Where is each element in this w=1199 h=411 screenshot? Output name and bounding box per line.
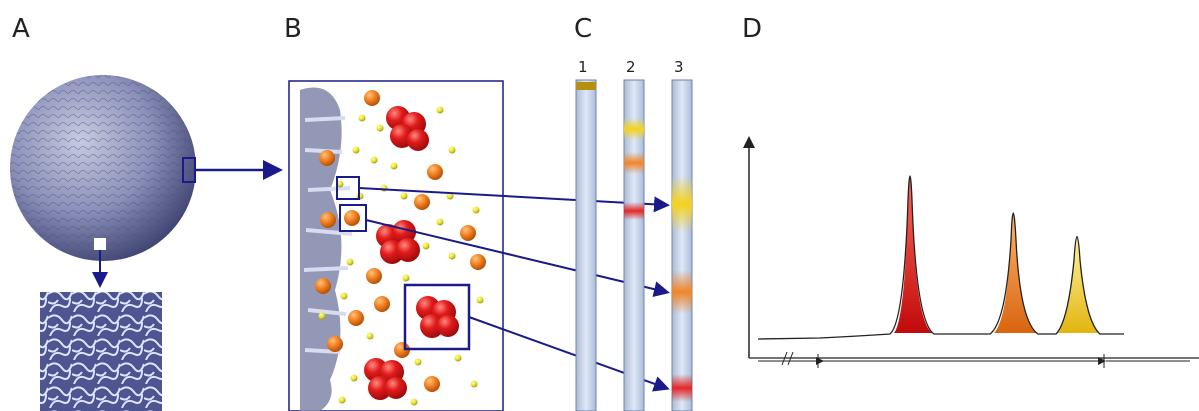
small-particle	[470, 380, 478, 388]
large-particle	[376, 220, 420, 264]
small-particle	[336, 180, 344, 188]
small-particle	[422, 242, 430, 250]
large-particle	[416, 296, 459, 338]
medium-particle	[374, 296, 390, 312]
medium-particle	[315, 278, 331, 294]
band-mixed-top	[576, 82, 596, 90]
large-particle	[364, 358, 407, 400]
peak-orange	[994, 212, 1036, 333]
small-particle	[358, 114, 366, 122]
medium-particle	[344, 210, 360, 226]
column-label-3: 3	[674, 58, 684, 76]
panel-c	[575, 79, 693, 411]
panel-label-d: D	[742, 14, 763, 44]
bead-surface-marker	[94, 238, 106, 250]
band-orange	[672, 270, 692, 314]
bead-mesh-closeup	[40, 292, 162, 411]
band-yellow	[672, 176, 692, 232]
small-particle	[436, 106, 444, 114]
column-1	[575, 79, 597, 411]
small-particle	[410, 398, 418, 406]
bead-texture	[10, 75, 196, 261]
medium-particle-highlight-box	[339, 204, 367, 232]
large-particle	[386, 106, 429, 151]
small-particle	[454, 354, 462, 362]
medium-particle	[414, 194, 430, 210]
panel-label-b: B	[284, 14, 302, 44]
small-particle	[446, 192, 454, 200]
small-particle	[476, 296, 484, 304]
pore-wall	[300, 87, 342, 411]
medium-particle	[470, 254, 486, 270]
small-particle	[390, 162, 398, 170]
medium-particle	[348, 310, 364, 326]
small-particle	[338, 396, 346, 404]
small-particle	[318, 312, 326, 320]
column-label-2: 2	[626, 58, 636, 76]
small-particle	[402, 274, 410, 282]
chromatogram-trace	[757, 175, 1124, 340]
medium-particle	[366, 268, 382, 284]
peak-red	[894, 175, 932, 333]
small-particle	[414, 358, 422, 366]
band-orange	[624, 152, 644, 174]
panel-b	[288, 80, 670, 411]
axis-break-mark	[781, 351, 794, 366]
band-red	[672, 374, 692, 402]
column-3	[671, 79, 693, 411]
band-red	[624, 202, 644, 220]
medium-particle	[460, 225, 476, 241]
medium-particle	[424, 376, 440, 392]
arrow-medium-to-band	[365, 219, 670, 297]
panel-a	[10, 75, 283, 411]
small-particle	[400, 192, 408, 200]
small-particle	[370, 156, 378, 164]
small-particle	[340, 292, 348, 300]
panel-label-c: C	[574, 14, 593, 44]
column-label-1: 1	[578, 58, 588, 76]
small-particle	[346, 258, 354, 266]
small-particle	[436, 218, 444, 226]
arrow-small-to-band	[358, 187, 670, 213]
panel-d	[743, 136, 1199, 368]
small-particle	[448, 252, 456, 260]
band-yellow	[624, 118, 644, 140]
small-particle	[350, 374, 358, 382]
large-particles	[364, 106, 459, 400]
medium-particle	[364, 90, 380, 106]
small-particle	[376, 124, 384, 132]
small-particle	[472, 206, 480, 214]
medium-particle	[320, 212, 336, 228]
small-particle	[352, 146, 360, 154]
medium-particle	[319, 150, 335, 166]
small-particle	[448, 146, 456, 154]
medium-particle	[327, 336, 343, 352]
medium-particle	[427, 164, 443, 180]
small-particle	[366, 332, 374, 340]
column-2	[623, 79, 645, 411]
panel-label-a: A	[12, 14, 30, 44]
peak-yellow	[1058, 236, 1098, 333]
